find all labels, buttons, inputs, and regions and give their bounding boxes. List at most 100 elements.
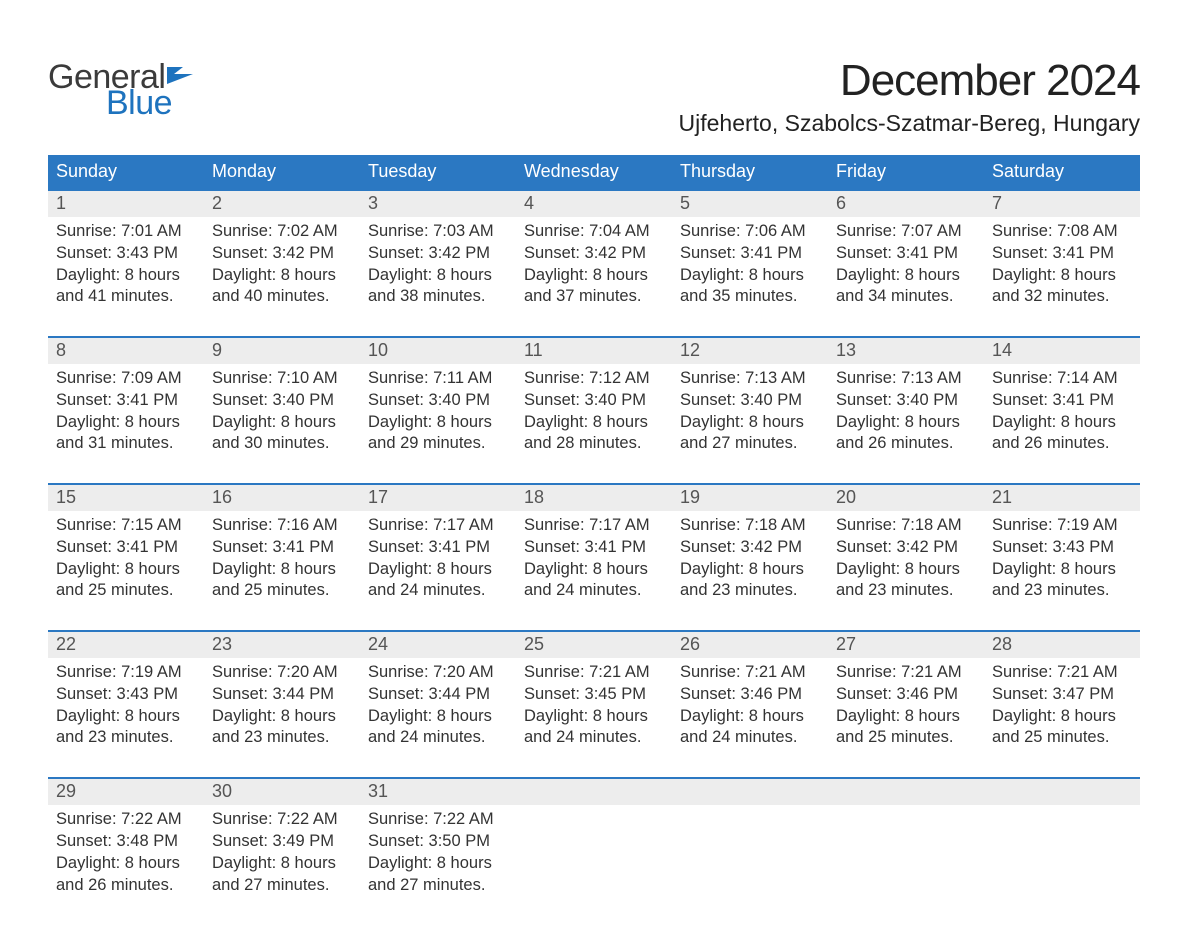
weekday-header-cell: Monday — [204, 155, 360, 189]
day-info-row: Sunrise: 7:15 AMSunset: 3:41 PMDaylight:… — [48, 511, 1140, 608]
sunrise-text: Sunrise: 7:08 AM — [992, 221, 1132, 243]
sunset-text: Sunset: 3:44 PM — [212, 684, 352, 706]
day-info-cell: Sunrise: 7:17 AMSunset: 3:41 PMDaylight:… — [516, 511, 672, 608]
day-number-cell — [984, 779, 1140, 805]
weekday-header-cell: Wednesday — [516, 155, 672, 189]
daylight-text-2: and 23 minutes. — [680, 580, 820, 602]
daylight-text-1: Daylight: 8 hours — [368, 559, 508, 581]
daylight-text-1: Daylight: 8 hours — [56, 706, 196, 728]
daylight-text-1: Daylight: 8 hours — [992, 412, 1132, 434]
daylight-text-1: Daylight: 8 hours — [368, 853, 508, 875]
weekday-header-cell: Friday — [828, 155, 984, 189]
day-number-cell: 21 — [984, 485, 1140, 511]
sunset-text: Sunset: 3:42 PM — [524, 243, 664, 265]
day-info-cell: Sunrise: 7:15 AMSunset: 3:41 PMDaylight:… — [48, 511, 204, 608]
daylight-text-2: and 38 minutes. — [368, 286, 508, 308]
day-number-row: 891011121314 — [48, 338, 1140, 364]
location-text: Ujfeherto, Szabolcs-Szatmar-Bereg, Hunga… — [679, 110, 1140, 137]
weekday-header-cell: Tuesday — [360, 155, 516, 189]
sunrise-text: Sunrise: 7:09 AM — [56, 368, 196, 390]
day-info-cell: Sunrise: 7:19 AMSunset: 3:43 PMDaylight:… — [984, 511, 1140, 608]
sunrise-text: Sunrise: 7:22 AM — [368, 809, 508, 831]
day-info-cell: Sunrise: 7:12 AMSunset: 3:40 PMDaylight:… — [516, 364, 672, 461]
daylight-text-1: Daylight: 8 hours — [680, 265, 820, 287]
daylight-text-2: and 24 minutes. — [368, 727, 508, 749]
day-info-cell — [828, 805, 984, 902]
day-info-cell: Sunrise: 7:20 AMSunset: 3:44 PMDaylight:… — [204, 658, 360, 755]
day-number-cell: 22 — [48, 632, 204, 658]
daylight-text-1: Daylight: 8 hours — [212, 412, 352, 434]
day-number-cell: 30 — [204, 779, 360, 805]
sunset-text: Sunset: 3:41 PM — [836, 243, 976, 265]
day-number-cell: 1 — [48, 191, 204, 217]
daylight-text-2: and 25 minutes. — [992, 727, 1132, 749]
sunset-text: Sunset: 3:40 PM — [212, 390, 352, 412]
daylight-text-2: and 23 minutes. — [212, 727, 352, 749]
day-info-cell: Sunrise: 7:18 AMSunset: 3:42 PMDaylight:… — [672, 511, 828, 608]
daylight-text-2: and 34 minutes. — [836, 286, 976, 308]
day-info-row: Sunrise: 7:01 AMSunset: 3:43 PMDaylight:… — [48, 217, 1140, 314]
daylight-text-1: Daylight: 8 hours — [680, 412, 820, 434]
weekday-header-cell: Saturday — [984, 155, 1140, 189]
sunrise-text: Sunrise: 7:18 AM — [836, 515, 976, 537]
daylight-text-1: Daylight: 8 hours — [212, 706, 352, 728]
sunrise-text: Sunrise: 7:21 AM — [524, 662, 664, 684]
weekday-header-row: SundayMondayTuesdayWednesdayThursdayFrid… — [48, 155, 1140, 189]
sunset-text: Sunset: 3:49 PM — [212, 831, 352, 853]
sunrise-text: Sunrise: 7:19 AM — [992, 515, 1132, 537]
day-info-cell: Sunrise: 7:10 AMSunset: 3:40 PMDaylight:… — [204, 364, 360, 461]
sunrise-text: Sunrise: 7:21 AM — [836, 662, 976, 684]
sunset-text: Sunset: 3:43 PM — [56, 684, 196, 706]
daylight-text-2: and 24 minutes. — [524, 727, 664, 749]
daylight-text-1: Daylight: 8 hours — [680, 559, 820, 581]
daylight-text-2: and 41 minutes. — [56, 286, 196, 308]
daylight-text-2: and 30 minutes. — [212, 433, 352, 455]
sunset-text: Sunset: 3:44 PM — [368, 684, 508, 706]
daylight-text-1: Daylight: 8 hours — [992, 559, 1132, 581]
day-number-cell: 16 — [204, 485, 360, 511]
daylight-text-2: and 25 minutes. — [212, 580, 352, 602]
daylight-text-1: Daylight: 8 hours — [836, 412, 976, 434]
day-number-cell: 20 — [828, 485, 984, 511]
day-number-cell: 2 — [204, 191, 360, 217]
calendar: SundayMondayTuesdayWednesdayThursdayFrid… — [48, 155, 1140, 902]
day-number-row: 15161718192021 — [48, 485, 1140, 511]
sunset-text: Sunset: 3:48 PM — [56, 831, 196, 853]
sunset-text: Sunset: 3:41 PM — [992, 390, 1132, 412]
daylight-text-2: and 23 minutes. — [992, 580, 1132, 602]
daylight-text-2: and 27 minutes. — [212, 875, 352, 897]
day-info-cell: Sunrise: 7:06 AMSunset: 3:41 PMDaylight:… — [672, 217, 828, 314]
sunrise-text: Sunrise: 7:01 AM — [56, 221, 196, 243]
sunset-text: Sunset: 3:46 PM — [836, 684, 976, 706]
sunrise-text: Sunrise: 7:03 AM — [368, 221, 508, 243]
daylight-text-1: Daylight: 8 hours — [368, 412, 508, 434]
sunrise-text: Sunrise: 7:13 AM — [680, 368, 820, 390]
week-row: 891011121314 Sunrise: 7:09 AM Sunset: 3:41… — [48, 336, 1140, 461]
day-number-cell: 24 — [360, 632, 516, 658]
day-number-cell: 13 — [828, 338, 984, 364]
daylight-text-2: and 24 minutes. — [680, 727, 820, 749]
day-info-cell: Sunrise: 7:18 AMSunset: 3:42 PMDaylight:… — [828, 511, 984, 608]
daylight-text-2: and 26 minutes. — [992, 433, 1132, 455]
day-number-cell: 9 — [204, 338, 360, 364]
daylight-text-1: Daylight: 8 hours — [56, 265, 196, 287]
daylight-text-1: Daylight: 8 hours — [212, 265, 352, 287]
daylight-text-1: Daylight: 8 hours — [368, 706, 508, 728]
day-number-cell: 3 — [360, 191, 516, 217]
day-number-cell: 25 — [516, 632, 672, 658]
daylight-text-2: and 24 minutes. — [524, 580, 664, 602]
day-number-cell: 6 — [828, 191, 984, 217]
day-number-cell: 17 — [360, 485, 516, 511]
daylight-text-2: and 35 minutes. — [680, 286, 820, 308]
daylight-text-1: Daylight: 8 hours — [524, 412, 664, 434]
day-info-cell — [984, 805, 1140, 902]
week-row: 22232425262728Sunrise: 7:19 AMSunset: 3:… — [48, 630, 1140, 755]
daylight-text-1: Daylight: 8 hours — [56, 559, 196, 581]
weekday-header-cell: Thursday — [672, 155, 828, 189]
day-info-cell: Sunrise: 7:22 AMSunset: 3:49 PMDaylight:… — [204, 805, 360, 902]
day-info-row: Sunrise: 7:09 AMSunset: 3:41 PMDaylight:… — [48, 364, 1140, 461]
day-number-row: 22232425262728 — [48, 632, 1140, 658]
daylight-text-1: Daylight: 8 hours — [524, 559, 664, 581]
daylight-text-2: and 26 minutes. — [836, 433, 976, 455]
daylight-text-1: Daylight: 8 hours — [836, 265, 976, 287]
